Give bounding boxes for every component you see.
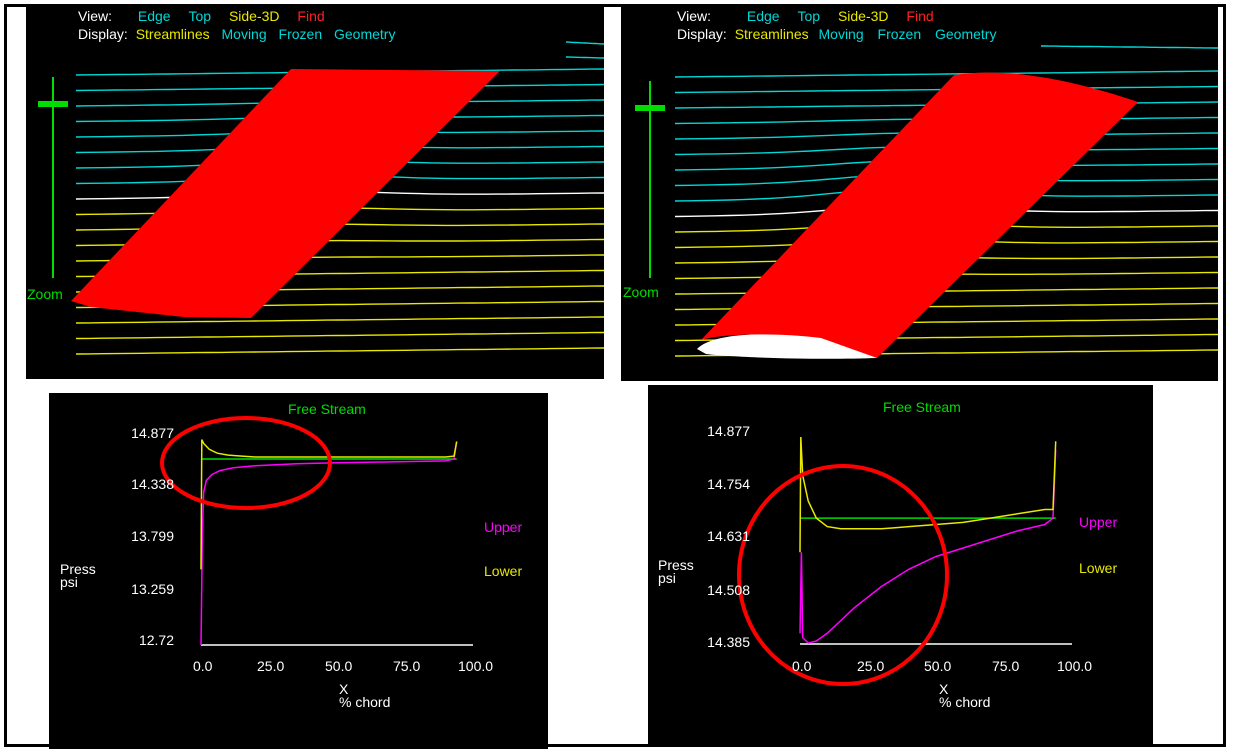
y-tick: 14.754 bbox=[707, 476, 750, 492]
y-axis-label: Press psi bbox=[658, 557, 694, 586]
left-zoom-label: Zoom bbox=[27, 286, 63, 302]
y-tick: 12.72 bbox=[138, 632, 174, 648]
display-frozen-button[interactable]: Frozen bbox=[278, 26, 323, 42]
legend-lower: Lower bbox=[1079, 560, 1118, 576]
display-geometry-button[interactable]: Geometry bbox=[935, 26, 997, 42]
y-tick: 13.799 bbox=[131, 528, 174, 544]
x-tick: 0.0 bbox=[792, 658, 812, 674]
left-view-menu: View: Edge Top Side-3D Find bbox=[78, 8, 339, 24]
display-moving-button[interactable]: Moving bbox=[221, 26, 267, 42]
y-tick: 14.385 bbox=[707, 634, 750, 650]
legend-lower: Lower bbox=[484, 563, 523, 579]
x-tick: 25.0 bbox=[857, 658, 885, 674]
x-tick: 0.0 bbox=[193, 658, 213, 674]
zoom-slider-handle bbox=[38, 101, 68, 107]
wing-surface bbox=[71, 69, 500, 318]
y-tick: 14.877 bbox=[707, 423, 750, 439]
view-top-button[interactable]: Top bbox=[797, 8, 821, 24]
series-upper-line bbox=[200, 441, 458, 646]
series-lower-line bbox=[799, 436, 1057, 553]
right-display-menu: Display: Streamlines Moving Frozen Geome… bbox=[677, 26, 1010, 42]
y-tick: 14.631 bbox=[707, 528, 750, 544]
right-3d-view: View: Edge Top Side-3D Find Display: Str… bbox=[621, 6, 1218, 381]
x-tick: 50.0 bbox=[325, 658, 353, 674]
x-tick: 100.0 bbox=[1057, 658, 1093, 674]
display-geometry-button[interactable]: Geometry bbox=[334, 26, 396, 42]
left-streamline-canvas bbox=[38, 41, 604, 355]
view-top-button[interactable]: Top bbox=[188, 8, 212, 24]
y-tick: 14.508 bbox=[707, 582, 750, 598]
x-tick: 75.0 bbox=[393, 658, 421, 674]
right-view-menu: View: Edge Top Side-3D Find bbox=[677, 8, 948, 24]
y-tick: 14.877 bbox=[131, 425, 174, 441]
view-find-button[interactable]: Find bbox=[297, 8, 325, 24]
series-upper-line bbox=[799, 449, 1057, 644]
right-plot-canvas bbox=[737, 436, 1072, 686]
x-tick: 100.0 bbox=[458, 658, 494, 674]
streamline bbox=[674, 70, 1218, 78]
view-find-button[interactable]: Find bbox=[906, 8, 934, 24]
view-label: View: bbox=[78, 8, 112, 24]
streamline bbox=[75, 331, 604, 340]
left-display-menu: Display: Streamlines Moving Frozen Geome… bbox=[78, 26, 409, 42]
red-highlight-circle bbox=[737, 464, 949, 686]
y-tick: 13.259 bbox=[131, 581, 174, 597]
left-plot-canvas bbox=[160, 416, 473, 646]
x-tick: 50.0 bbox=[924, 658, 952, 674]
free-stream-label: Free Stream bbox=[883, 399, 961, 415]
view-side3d-button[interactable]: Side-3D bbox=[228, 8, 280, 24]
legend-upper: Upper bbox=[1079, 514, 1118, 530]
streamline bbox=[566, 56, 604, 59]
right-pressure-plot: Free Stream 14.877 14.754 14.631 14.508 … bbox=[648, 385, 1153, 745]
x-axis-label: X % chord bbox=[339, 681, 391, 710]
streamline bbox=[1041, 45, 1218, 49]
y-tick: 14.338 bbox=[131, 476, 174, 492]
x-tick: 25.0 bbox=[257, 658, 285, 674]
left-3d-view: View: Edge Top Side-3D Find Display: Str… bbox=[26, 7, 604, 379]
view-edge-button[interactable]: Edge bbox=[746, 8, 780, 24]
view-label: View: bbox=[677, 8, 711, 24]
red-highlight-circle bbox=[160, 416, 332, 510]
display-streamlines-button[interactable]: Streamlines bbox=[135, 26, 210, 42]
display-frozen-button[interactable]: Frozen bbox=[877, 26, 922, 42]
free-stream-label: Free Stream bbox=[288, 401, 366, 417]
right-streamline-canvas bbox=[635, 45, 1218, 359]
wing-surface bbox=[701, 72, 1138, 358]
legend-upper: Upper bbox=[484, 519, 523, 535]
series-lower-line bbox=[200, 439, 458, 570]
display-label: Display: bbox=[78, 26, 128, 42]
x-axis-label: X % chord bbox=[939, 681, 991, 710]
right-zoom-label: Zoom bbox=[623, 284, 659, 300]
x-tick: 75.0 bbox=[992, 658, 1020, 674]
display-streamlines-button[interactable]: Streamlines bbox=[734, 26, 809, 42]
left-pressure-plot: Free Stream 14.877 14.338 13.799 13.259 … bbox=[49, 393, 548, 749]
zoom-slider-handle bbox=[635, 105, 665, 111]
display-label: Display: bbox=[677, 26, 727, 42]
streamline bbox=[75, 347, 604, 355]
y-axis-label: Press psi bbox=[60, 561, 96, 590]
streamline bbox=[566, 41, 604, 45]
figure-frame: View: Edge Top Side-3D Find Display: Str… bbox=[4, 4, 1226, 749]
display-moving-button[interactable]: Moving bbox=[818, 26, 864, 42]
view-edge-button[interactable]: Edge bbox=[137, 8, 171, 24]
streamline bbox=[75, 316, 604, 324]
view-side3d-button[interactable]: Side-3D bbox=[837, 8, 889, 24]
